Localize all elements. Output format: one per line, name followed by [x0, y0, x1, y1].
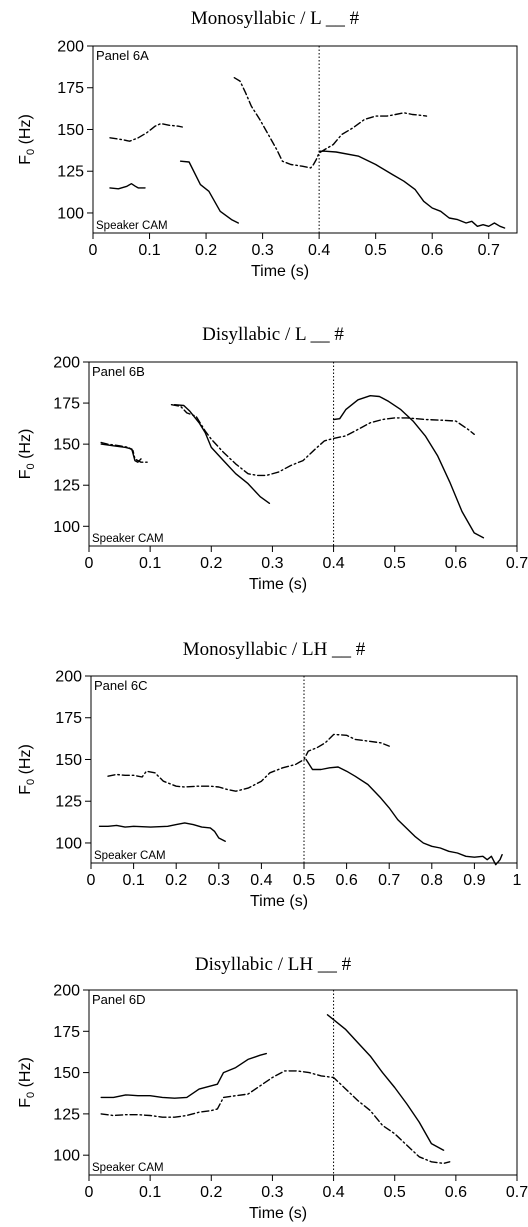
f0-contour-solid-2: [326, 1014, 445, 1151]
x-axis-label: Time (s): [249, 576, 307, 593]
x-tick-label: 0.3: [261, 555, 283, 572]
y-axis-label: F0 (Hz): [17, 429, 37, 480]
x-tick-label: 0.7: [506, 1184, 528, 1201]
f0-contour-dashdot-1: [100, 441, 148, 463]
y-tick-label: 100: [53, 519, 80, 536]
y-tick-label: 100: [57, 205, 84, 222]
x-tick-label: 0.2: [195, 242, 217, 259]
y-tick-label: 125: [57, 164, 84, 181]
f0-contour-solid-1: [100, 1052, 267, 1099]
x-tick-label: 0: [87, 872, 96, 889]
x-tick-label: 0.3: [251, 242, 273, 259]
plot-frame: [88, 989, 518, 1176]
y-tick-label: 100: [53, 1148, 80, 1165]
panel-label: Panel 6D: [92, 992, 145, 1007]
x-tick-label: 0.1: [139, 555, 161, 572]
speaker-label: Speaker CAM: [96, 220, 168, 232]
y-tick-label: 100: [55, 835, 82, 852]
f0-contour-dashdot-1: [100, 1070, 451, 1165]
x-tick-label: 0.1: [122, 872, 144, 889]
y-tick-label: 125: [53, 1106, 80, 1123]
x-tick-label: 0.8: [421, 872, 443, 889]
chart-panel-2: Disyllabic / L __ # 100 125 150 175 200 0 0.1 0.…: [17, 324, 528, 593]
x-tick-label: 0.6: [445, 555, 467, 572]
x-tick-label: 0.5: [365, 242, 387, 259]
x-tick-label: 0.4: [250, 872, 272, 889]
x-tick-label: 0.2: [200, 555, 222, 572]
x-tick-label: 0.6: [335, 872, 357, 889]
x-tick-label: 0.7: [378, 872, 400, 889]
x-tick-label: 0.3: [261, 1184, 283, 1201]
y-tick-label: 150: [55, 752, 82, 769]
chart-title: Disyllabic / LH __ #: [195, 954, 352, 975]
plot-frame: [88, 361, 518, 547]
y-tick-label: 200: [57, 39, 84, 56]
y-tick-label: 125: [53, 478, 80, 495]
y-tick-label: 175: [57, 80, 84, 97]
speaker-label: Speaker CAM: [92, 533, 164, 545]
y-tick-label: 175: [55, 710, 82, 727]
x-tick-label: 0.5: [384, 555, 406, 572]
x-tick-label: 0.2: [200, 1184, 222, 1201]
y-tick-label: 200: [55, 669, 82, 686]
x-tick-label: 0.7: [506, 555, 528, 572]
speaker-label: Speaker CAM: [94, 850, 166, 862]
chart-panel-3: Monosyllabic / LH __ # 100 125 150 175 200 0 0.…: [17, 639, 522, 910]
y-axis-label: F0 (Hz): [17, 114, 37, 165]
f0-contour-solid-1: [109, 183, 146, 190]
x-tick-label: 0.4: [308, 242, 330, 259]
x-axis-label: Time (s): [250, 893, 308, 910]
y-tick-label: 200: [53, 355, 80, 372]
chart-title: Monosyllabic / LH __ #: [183, 639, 366, 660]
f0-contour-solid-3: [332, 395, 485, 539]
x-tick-label: 0: [85, 555, 94, 572]
x-tick-label: 0.4: [322, 555, 344, 572]
chart-panel-1: Monosyllabic / L __ # 100 125 150 175 200 0 0.1…: [17, 8, 518, 280]
y-tick-label: 150: [53, 1065, 80, 1082]
y-tick-label: 200: [53, 983, 80, 1000]
x-tick-label: 0.1: [138, 242, 160, 259]
y-tick-label: 175: [53, 1024, 80, 1041]
x-tick-label: 0.3: [208, 872, 230, 889]
chart-title: Monosyllabic / L __ #: [191, 8, 360, 29]
y-axis-label: F0 (Hz): [17, 744, 37, 795]
x-tick-label: 0.6: [445, 1184, 467, 1201]
f0-contour-solid-2: [179, 160, 239, 224]
x-tick-label: 0: [89, 242, 98, 259]
f0-contour-solid-1: [100, 443, 142, 463]
chart-panel-4: Disyllabic / LH __ # 100 125 150 175 200 0 0.1 0…: [17, 954, 528, 1222]
f0-contour-solid-3: [318, 150, 506, 229]
chart-title: Disyllabic / L __ #: [202, 324, 344, 345]
x-tick-label: 0.7: [478, 242, 500, 259]
x-tick-label: 0: [85, 1184, 94, 1201]
f0-contour-dashdot-2: [170, 404, 475, 477]
f0-contour-solid-2: [173, 404, 271, 504]
x-tick-label: 0.9: [463, 872, 485, 889]
y-tick-label: 125: [55, 794, 82, 811]
panel-label: Panel 6C: [94, 678, 147, 693]
y-tick-label: 150: [53, 437, 80, 454]
f0-contour-solid-2: [305, 758, 503, 866]
f0-contour-dashdot-2: [233, 77, 428, 169]
plot-frame: [92, 45, 518, 234]
x-tick-label: 0.2: [165, 872, 187, 889]
x-tick-label: 1: [513, 872, 522, 889]
y-axis-label: F0 (Hz): [17, 1057, 37, 1108]
panel-label: Panel 6A: [96, 48, 149, 63]
x-tick-label: 0.5: [293, 872, 315, 889]
x-axis-label: Time (s): [249, 1205, 307, 1222]
x-tick-label: 0.5: [384, 1184, 406, 1201]
y-tick-label: 150: [57, 122, 84, 139]
x-tick-label: 0.4: [322, 1184, 344, 1201]
x-tick-label: 0.6: [421, 242, 443, 259]
f0-contour-solid-1: [98, 822, 226, 842]
x-tick-label: 0.1: [139, 1184, 161, 1201]
speaker-label: Speaker CAM: [92, 1162, 164, 1174]
panel-label: Panel 6B: [92, 364, 145, 379]
f0-contour-dashdot-1: [107, 733, 390, 792]
f0-contour-dashdot-1: [109, 122, 183, 142]
y-tick-label: 175: [53, 396, 80, 413]
x-axis-label: Time (s): [251, 263, 309, 280]
